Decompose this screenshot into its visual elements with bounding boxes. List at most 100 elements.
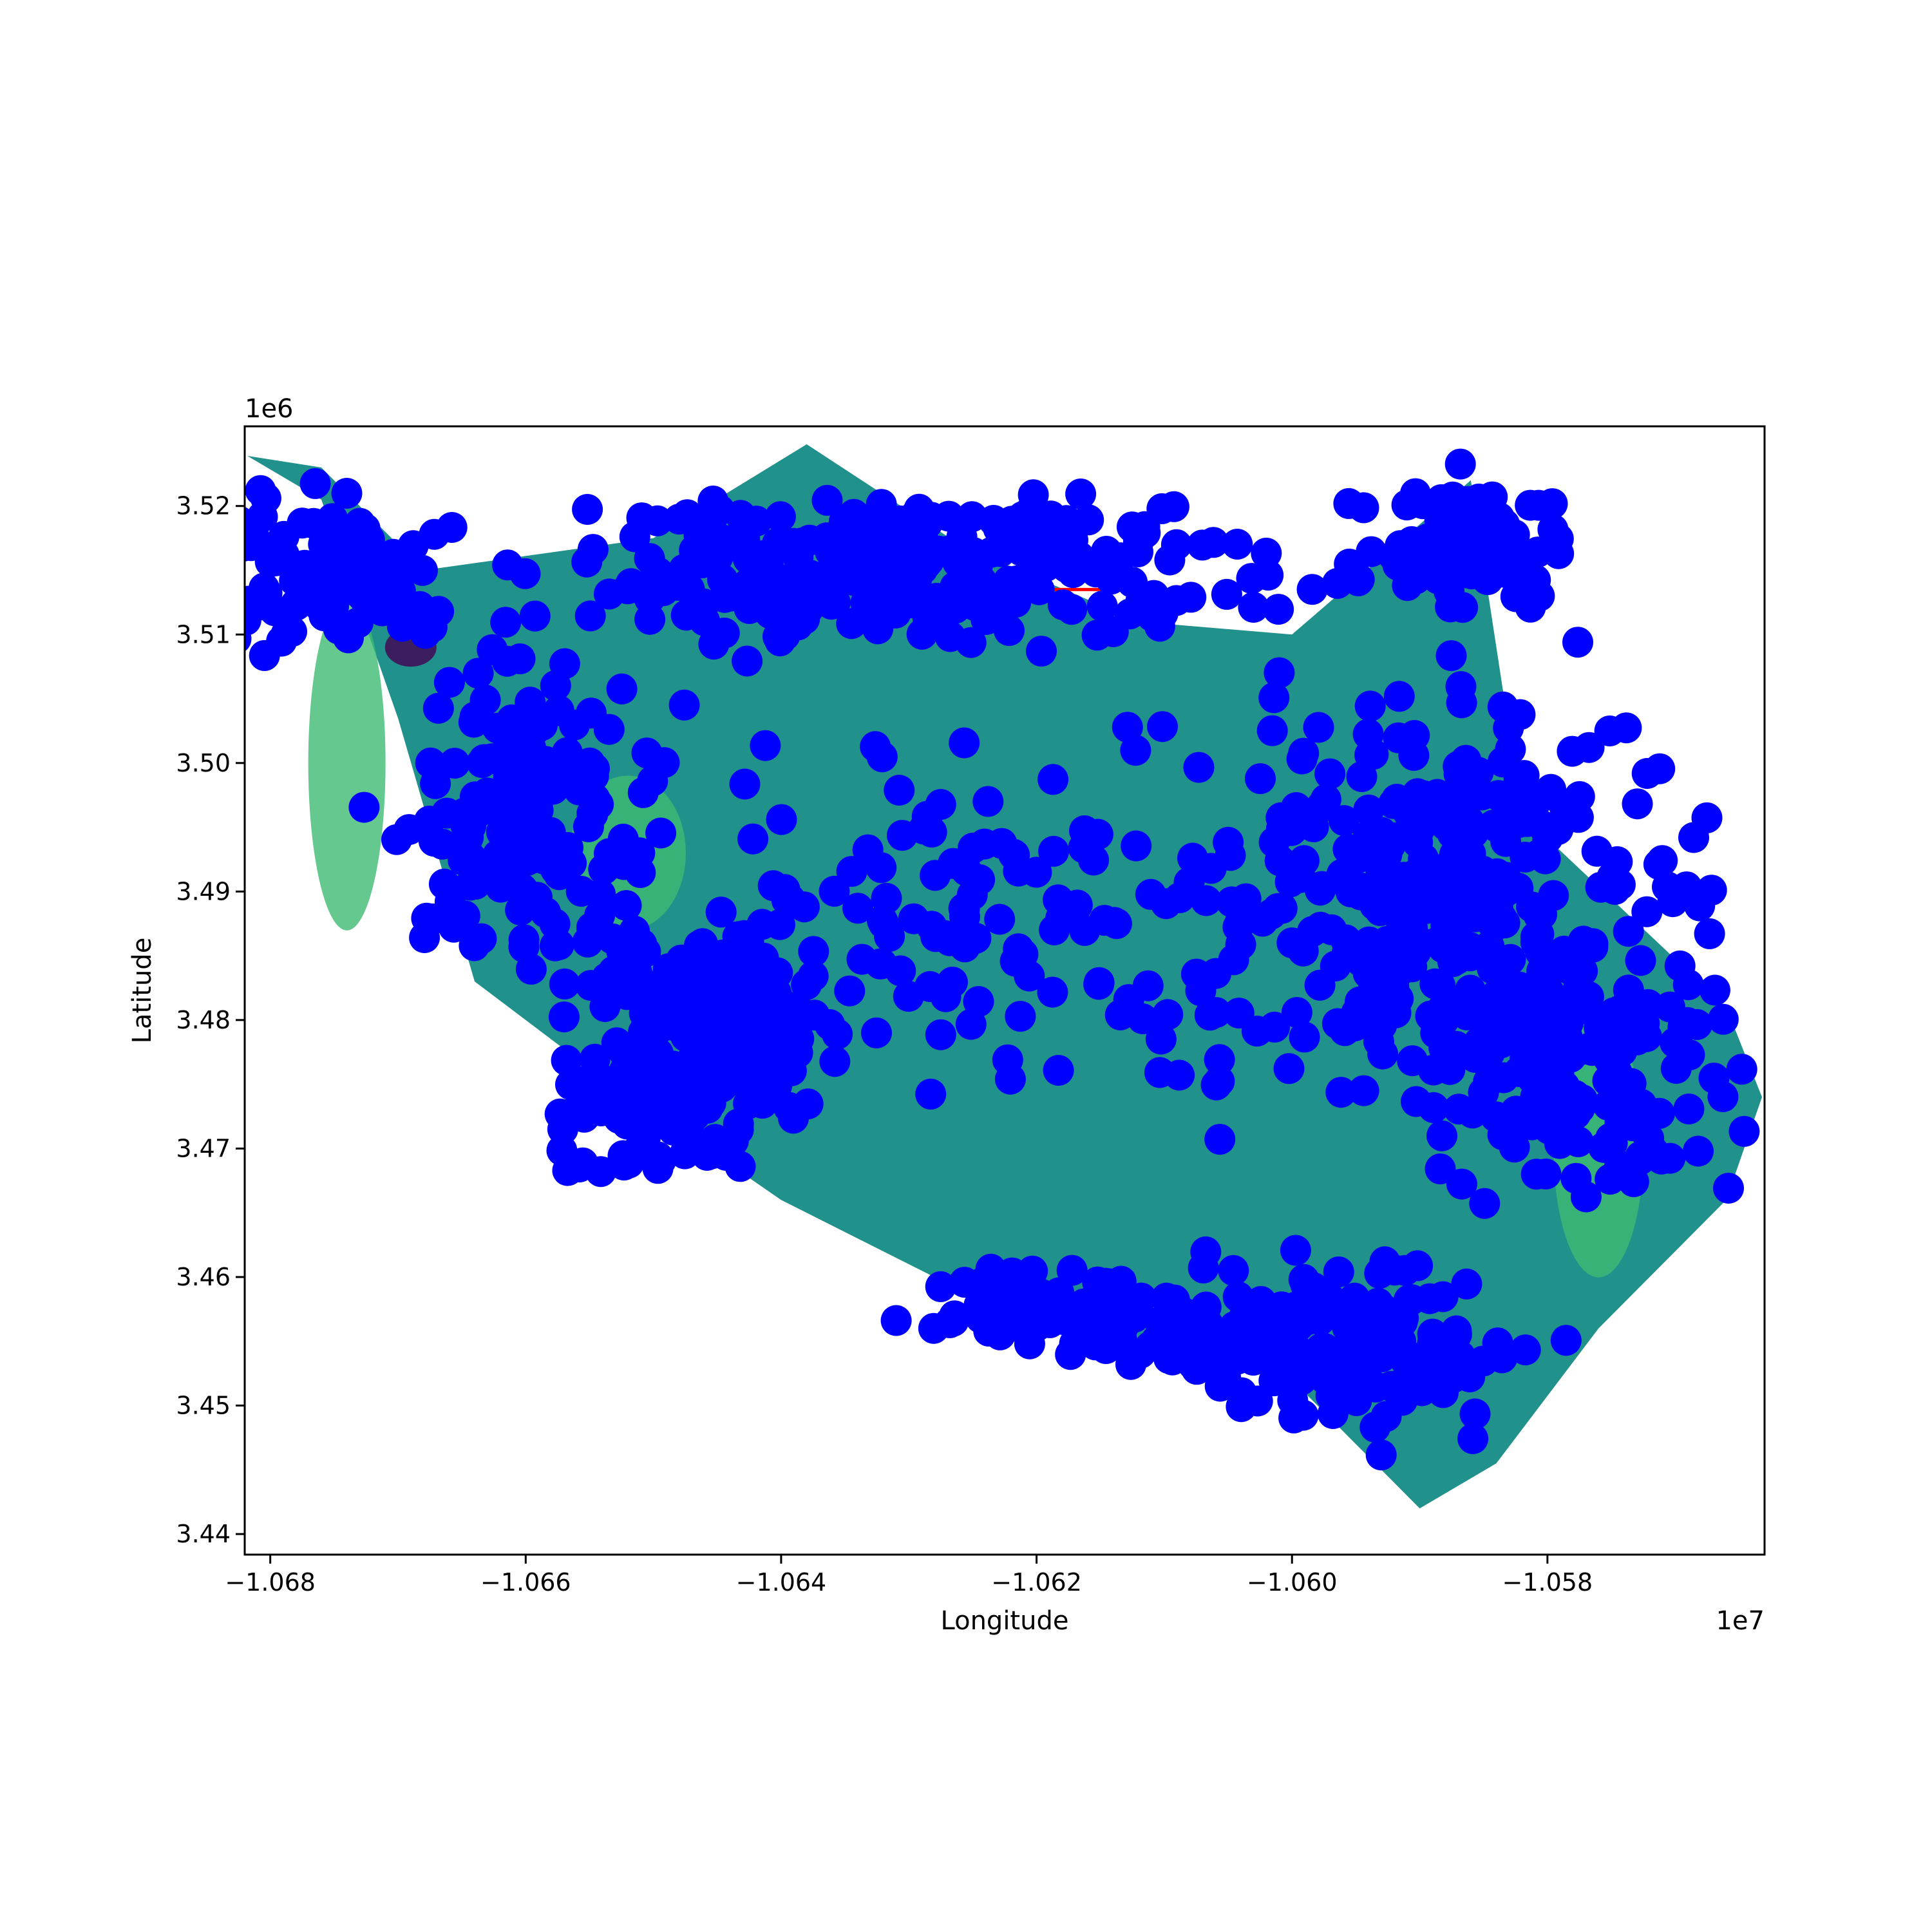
data-point — [1066, 1309, 1098, 1340]
data-point — [1204, 1044, 1235, 1075]
data-point — [1258, 682, 1290, 714]
data-point — [949, 931, 981, 963]
data-point — [670, 600, 702, 631]
data-point — [515, 954, 547, 985]
data-point — [495, 849, 526, 880]
data-point — [1204, 1065, 1235, 1097]
data-point — [1304, 969, 1336, 1001]
data-point — [774, 884, 806, 915]
data-point — [490, 607, 522, 638]
data-point — [1515, 591, 1546, 623]
data-point — [1321, 567, 1353, 599]
data-point — [1414, 1283, 1445, 1314]
data-point — [1604, 869, 1636, 900]
data-point — [811, 484, 843, 516]
data-point — [1378, 971, 1410, 1002]
data-point — [1683, 1135, 1714, 1167]
data-point — [459, 701, 491, 733]
data-point — [1550, 1325, 1582, 1356]
data-point — [1444, 448, 1476, 480]
data-point — [1602, 846, 1633, 877]
data-point — [1678, 822, 1709, 853]
data-point — [836, 856, 867, 887]
data-point — [1164, 882, 1195, 913]
data-point — [317, 503, 348, 535]
data-point — [1144, 1057, 1175, 1088]
data-point — [1477, 481, 1508, 513]
data-point — [492, 549, 524, 581]
data-point — [972, 786, 1004, 817]
data-point — [732, 645, 763, 677]
data-point — [719, 1021, 750, 1052]
data-point — [814, 1009, 846, 1040]
data-point — [551, 1045, 582, 1076]
data-point — [1348, 1075, 1379, 1106]
data-point — [1033, 513, 1065, 545]
data-point — [1354, 690, 1386, 722]
data-point — [1535, 773, 1567, 805]
data-point — [963, 986, 994, 1018]
data-point — [1200, 997, 1232, 1028]
data-point — [611, 890, 642, 922]
data-point — [1219, 1339, 1251, 1370]
data-point — [1021, 1310, 1053, 1341]
x-tick-label: −1.068 — [225, 1568, 316, 1596]
data-point — [1120, 735, 1151, 766]
data-point — [569, 1066, 601, 1097]
data-point — [1707, 1003, 1739, 1035]
data-point — [1038, 835, 1070, 867]
data-point — [907, 520, 938, 551]
data-point — [556, 848, 587, 879]
data-point — [984, 904, 1016, 935]
data-point — [1115, 1349, 1146, 1380]
data-point — [250, 482, 281, 514]
data-point — [591, 962, 623, 994]
data-point — [1222, 529, 1253, 560]
data-point — [1428, 1005, 1459, 1036]
data-point — [1445, 671, 1477, 703]
data-point — [1530, 1104, 1561, 1136]
data-point — [672, 499, 703, 531]
data-point — [1440, 894, 1472, 925]
data-point — [1435, 640, 1467, 672]
data-point — [848, 538, 879, 569]
data-point — [699, 1124, 731, 1155]
data-point — [439, 748, 470, 779]
data-point — [348, 791, 380, 823]
data-point — [1089, 905, 1120, 936]
data-point — [260, 545, 292, 576]
data-point — [880, 1305, 912, 1336]
data-point — [1342, 835, 1374, 866]
data-point — [1276, 815, 1307, 846]
data-point — [1652, 871, 1683, 903]
y-tick-label: 3.48 — [176, 1006, 231, 1034]
data-point — [955, 627, 987, 658]
data-point — [1341, 997, 1372, 1028]
data-point — [1114, 1303, 1145, 1334]
data-point — [1504, 807, 1535, 838]
data-point — [1222, 911, 1254, 943]
data-point — [882, 575, 914, 607]
data-point — [1003, 933, 1034, 965]
data-point — [459, 930, 490, 961]
data-point — [1200, 958, 1232, 989]
data-point — [1399, 478, 1431, 509]
data-point — [1091, 536, 1122, 567]
data-point — [1694, 918, 1725, 949]
data-point — [1352, 958, 1384, 989]
data-point — [462, 658, 494, 689]
data-point — [1570, 1181, 1602, 1213]
data-point — [1266, 1341, 1298, 1372]
data-point — [842, 893, 874, 924]
data-point — [393, 814, 425, 846]
data-point — [1303, 712, 1334, 743]
data-point — [1418, 1092, 1449, 1123]
data-point — [946, 521, 978, 553]
plot-area — [245, 444, 1765, 1509]
data-point — [764, 501, 796, 533]
data-point — [1667, 1012, 1699, 1043]
data-point — [732, 951, 764, 982]
data-point — [607, 1140, 639, 1171]
y-tick-label: 3.45 — [176, 1392, 231, 1420]
data-point — [666, 944, 697, 976]
